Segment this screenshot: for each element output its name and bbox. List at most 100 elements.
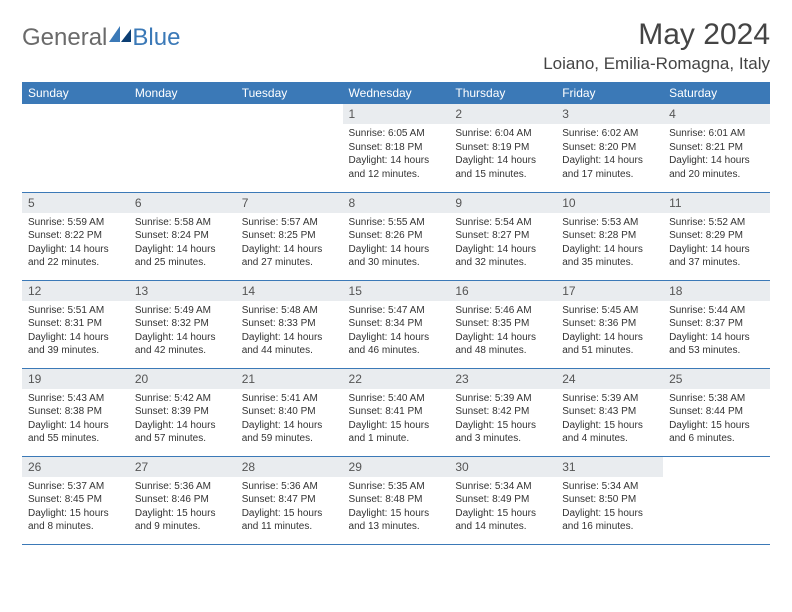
sunrise-text: Sunrise: 5:47 AM: [349, 304, 444, 318]
calendar-day-cell: 23Sunrise: 5:39 AMSunset: 8:42 PMDayligh…: [449, 368, 556, 456]
daylight-text: Daylight: 14 hours and 42 minutes.: [135, 331, 230, 358]
day-details: Sunrise: 5:59 AMSunset: 8:22 PMDaylight:…: [22, 213, 129, 274]
sunrise-text: Sunrise: 5:54 AM: [455, 216, 550, 230]
day-number: 8: [343, 193, 450, 213]
sunset-text: Sunset: 8:20 PM: [562, 141, 657, 155]
day-details: Sunrise: 5:36 AMSunset: 8:47 PMDaylight:…: [236, 477, 343, 538]
sunrise-text: Sunrise: 5:45 AM: [562, 304, 657, 318]
daylight-text: Daylight: 14 hours and 17 minutes.: [562, 154, 657, 181]
sunset-text: Sunset: 8:49 PM: [455, 493, 550, 507]
daylight-text: Daylight: 15 hours and 9 minutes.: [135, 507, 230, 534]
calendar-day-cell: 30 Sunrise: 5:34 AMSunset: 8:49 PMDayligh…: [449, 456, 556, 544]
sunrise-text: Sunrise: 6:04 AM: [455, 127, 550, 141]
sunset-text: Sunset: 8:25 PM: [242, 229, 337, 243]
calendar-week-row: 12Sunrise: 5:51 AMSunset: 8:31 PMDayligh…: [22, 280, 770, 368]
sunrise-text: Sunrise: 5:34 AM: [562, 480, 657, 494]
sunset-text: Sunset: 8:50 PM: [562, 493, 657, 507]
calendar-day-cell: 27Sunrise: 5:36 AMSunset: 8:46 PMDayligh…: [129, 456, 236, 544]
day-number: 22: [343, 369, 450, 389]
day-number: 4: [663, 104, 770, 124]
calendar-day-cell: 14Sunrise: 5:48 AMSunset: 8:33 PMDayligh…: [236, 280, 343, 368]
calendar-day-cell: 12Sunrise: 5:51 AMSunset: 8:31 PMDayligh…: [22, 280, 129, 368]
sunrise-text: Sunrise: 6:05 AM: [349, 127, 444, 141]
sunset-text: Sunset: 8:33 PM: [242, 317, 337, 331]
daylight-text: Daylight: 14 hours and 20 minutes.: [669, 154, 764, 181]
weekday-header: Friday: [556, 82, 663, 104]
day-number: 9: [449, 193, 556, 213]
sunset-text: Sunset: 8:32 PM: [135, 317, 230, 331]
day-details: Sunrise: 5:44 AMSunset: 8:37 PMDaylight:…: [663, 301, 770, 362]
calendar-day-cell: [129, 104, 236, 192]
calendar-day-cell: [663, 456, 770, 544]
calendar-day-cell: 3Sunrise: 6:02 AMSunset: 8:20 PMDaylight…: [556, 104, 663, 192]
day-details: Sunrise: 6:01 AMSunset: 8:21 PMDaylight:…: [663, 124, 770, 185]
day-number: [663, 457, 770, 463]
daylight-text: Daylight: 14 hours and 12 minutes.: [349, 154, 444, 181]
calendar-day-cell: 28Sunrise: 5:36 AMSunset: 8:47 PMDayligh…: [236, 456, 343, 544]
sunrise-text: Sunrise: 5:34 AM: [455, 480, 550, 494]
day-number: 18: [663, 281, 770, 301]
sunset-text: Sunset: 8:26 PM: [349, 229, 444, 243]
sunrise-text: Sunrise: 6:01 AM: [669, 127, 764, 141]
day-number: 31: [556, 457, 663, 477]
calendar-day-cell: 6Sunrise: 5:58 AMSunset: 8:24 PMDaylight…: [129, 192, 236, 280]
title-block: May 2024 Loiano, Emilia-Romagna, Italy: [543, 18, 770, 74]
sunrise-text: Sunrise: 6:02 AM: [562, 127, 657, 141]
daylight-text: Daylight: 14 hours and 32 minutes.: [455, 243, 550, 270]
calendar-day-cell: 4Sunrise: 6:01 AMSunset: 8:21 PMDaylight…: [663, 104, 770, 192]
sunset-text: Sunset: 8:43 PM: [562, 405, 657, 419]
brand-part2: Blue: [132, 24, 180, 52]
daylight-text: Daylight: 14 hours and 15 minutes.: [455, 154, 550, 181]
day-number: 26: [22, 457, 129, 477]
weekday-header: Monday: [129, 82, 236, 104]
daylight-text: Daylight: 14 hours and 57 minutes.: [135, 419, 230, 446]
day-details: Sunrise: 5:53 AMSunset: 8:28 PMDaylight:…: [556, 213, 663, 274]
weekday-header: Wednesday: [343, 82, 450, 104]
day-number: 30: [449, 457, 556, 477]
sunrise-text: Sunrise: 5:36 AM: [135, 480, 230, 494]
sunrise-text: Sunrise: 5:57 AM: [242, 216, 337, 230]
day-details: Sunrise: 5:58 AMSunset: 8:24 PMDaylight:…: [129, 213, 236, 274]
calendar-body: 1Sunrise: 6:05 AMSunset: 8:18 PMDaylight…: [22, 104, 770, 544]
sunrise-text: Sunrise: 5:53 AM: [562, 216, 657, 230]
calendar-day-cell: 24Sunrise: 5:39 AMSunset: 8:43 PMDayligh…: [556, 368, 663, 456]
calendar-day-cell: [236, 104, 343, 192]
day-details: Sunrise: 5:39 AMSunset: 8:42 PMDaylight:…: [449, 389, 556, 450]
sunset-text: Sunset: 8:42 PM: [455, 405, 550, 419]
weekday-header: Sunday: [22, 82, 129, 104]
calendar-day-cell: 19Sunrise: 5:43 AMSunset: 8:38 PMDayligh…: [22, 368, 129, 456]
day-number: 20: [129, 369, 236, 389]
daylight-text: Daylight: 14 hours and 22 minutes.: [28, 243, 123, 270]
sunset-text: Sunset: 8:22 PM: [28, 229, 123, 243]
sunset-text: Sunset: 8:48 PM: [349, 493, 444, 507]
sunrise-text: Sunrise: 5:44 AM: [669, 304, 764, 318]
day-details: Sunrise: 5:38 AMSunset: 8:44 PMDaylight:…: [663, 389, 770, 450]
daylight-text: Daylight: 15 hours and 11 minutes.: [242, 507, 337, 534]
sunrise-text: Sunrise: 5:43 AM: [28, 392, 123, 406]
page-header: General Blue May 2024 Loiano, Emilia-Rom…: [22, 18, 770, 74]
day-number: 13: [129, 281, 236, 301]
daylight-text: Daylight: 15 hours and 1 minute.: [349, 419, 444, 446]
calendar-day-cell: 1Sunrise: 6:05 AMSunset: 8:18 PMDaylight…: [343, 104, 450, 192]
day-details: Sunrise: 5:35 AMSunset: 8:48 PMDaylight:…: [343, 477, 450, 538]
day-number: 24: [556, 369, 663, 389]
day-details: Sunrise: 5:42 AMSunset: 8:39 PMDaylight:…: [129, 389, 236, 450]
daylight-text: Daylight: 15 hours and 4 minutes.: [562, 419, 657, 446]
calendar-day-cell: [22, 104, 129, 192]
calendar-day-cell: 26Sunrise: 5:37 AMSunset: 8:45 PMDayligh…: [22, 456, 129, 544]
day-details: Sunrise: 5:51 AMSunset: 8:31 PMDaylight:…: [22, 301, 129, 362]
daylight-text: Daylight: 15 hours and 13 minutes.: [349, 507, 444, 534]
day-number: [236, 104, 343, 110]
sunset-text: Sunset: 8:24 PM: [135, 229, 230, 243]
sunset-text: Sunset: 8:35 PM: [455, 317, 550, 331]
daylight-text: Daylight: 15 hours and 14 minutes.: [455, 507, 550, 534]
sunrise-text: Sunrise: 5:37 AM: [28, 480, 123, 494]
day-number: 21: [236, 369, 343, 389]
day-details: Sunrise: 5:55 AMSunset: 8:26 PMDaylight:…: [343, 213, 450, 274]
sunset-text: Sunset: 8:41 PM: [349, 405, 444, 419]
sunrise-text: Sunrise: 5:42 AM: [135, 392, 230, 406]
weekday-header: Thursday: [449, 82, 556, 104]
calendar-day-cell: 29Sunrise: 5:35 AMSunset: 8:48 PMDayligh…: [343, 456, 450, 544]
day-number: 29: [343, 457, 450, 477]
calendar-day-cell: 18Sunrise: 5:44 AMSunset: 8:37 PMDayligh…: [663, 280, 770, 368]
